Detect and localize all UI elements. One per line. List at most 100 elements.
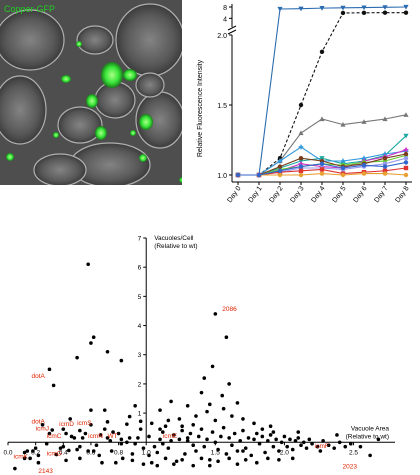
scatter-point bbox=[86, 262, 90, 267]
scatter-point bbox=[158, 427, 162, 431]
series-marker bbox=[319, 6, 325, 11]
scatter-point bbox=[78, 428, 82, 433]
scatter-point bbox=[172, 433, 176, 437]
scatter-point bbox=[277, 449, 281, 453]
scatter-point bbox=[285, 444, 289, 449]
scatter-point bbox=[111, 430, 115, 434]
series-marker bbox=[382, 10, 388, 15]
series-marker bbox=[277, 172, 283, 178]
scatter-point bbox=[180, 428, 184, 433]
scatter-point bbox=[288, 437, 292, 442]
scatter-point bbox=[191, 443, 196, 447]
strain-label: icmF bbox=[315, 443, 329, 450]
scatter-point bbox=[183, 452, 187, 456]
scatter-point bbox=[31, 449, 35, 453]
series-marker bbox=[382, 5, 388, 10]
micro-gfp-spots bbox=[6, 41, 182, 183]
scatter-point bbox=[216, 447, 220, 452]
scatter-point bbox=[224, 335, 229, 340]
scatter-point bbox=[348, 441, 353, 446]
x-tick-label: Day 4 bbox=[310, 185, 326, 204]
scatter-point bbox=[22, 456, 27, 461]
scatter-point bbox=[125, 422, 129, 426]
scatter-point bbox=[89, 408, 93, 412]
scatter-point bbox=[252, 421, 256, 426]
x-tick-label: 0.4 bbox=[59, 449, 68, 456]
scatter-point bbox=[219, 434, 223, 439]
x-tick-label: Day 6 bbox=[352, 185, 368, 204]
scatter-point bbox=[94, 443, 99, 447]
scatter-point bbox=[64, 458, 68, 463]
scatter-point bbox=[166, 446, 171, 450]
scatter-point bbox=[290, 447, 295, 452]
strain-label: 2023 bbox=[342, 464, 357, 471]
scatter-point bbox=[83, 431, 88, 436]
series-marker bbox=[319, 161, 325, 166]
series-marker bbox=[403, 146, 409, 153]
scatter-point bbox=[194, 414, 198, 418]
scatter-point bbox=[40, 422, 45, 427]
y-tick-label: 3 bbox=[138, 352, 142, 359]
series-marker bbox=[319, 49, 325, 54]
scatter-point bbox=[89, 341, 93, 345]
scatter-point bbox=[213, 418, 218, 423]
series-marker bbox=[256, 172, 262, 178]
scatter-point bbox=[125, 440, 129, 445]
scatter-point bbox=[260, 427, 265, 431]
scatter-point bbox=[235, 449, 240, 453]
series-marker bbox=[403, 10, 409, 15]
scatter-point bbox=[136, 436, 140, 440]
scatter-point bbox=[216, 459, 220, 464]
y-tick-label: 8 bbox=[223, 5, 227, 12]
scatter-point bbox=[335, 433, 339, 437]
scatter-point bbox=[318, 449, 323, 453]
scatter-point bbox=[227, 382, 231, 386]
scatter-point bbox=[326, 443, 331, 447]
scatter-point bbox=[220, 393, 225, 398]
series-marker bbox=[361, 119, 367, 124]
scatter-point bbox=[310, 441, 314, 446]
series-marker bbox=[319, 171, 325, 176]
scatter-point bbox=[149, 421, 154, 426]
scatter-point bbox=[290, 456, 295, 461]
scatter-point bbox=[249, 453, 254, 458]
series-marker bbox=[340, 122, 346, 127]
strain-label: icmK bbox=[14, 453, 29, 460]
scatter-point bbox=[98, 433, 103, 437]
micro-cells bbox=[0, 3, 182, 185]
scatter-point bbox=[213, 440, 218, 445]
scatter-point bbox=[199, 456, 204, 461]
scatter-point bbox=[147, 434, 151, 439]
scatter-point bbox=[241, 449, 245, 453]
scatter-point bbox=[274, 437, 278, 442]
series-marker bbox=[298, 102, 304, 108]
scatter-point bbox=[51, 383, 56, 388]
scatter-point bbox=[133, 403, 137, 408]
scatter-point bbox=[33, 446, 38, 450]
series-marker bbox=[277, 6, 283, 12]
strain-label: icmC bbox=[47, 433, 62, 440]
scatter-point bbox=[108, 439, 113, 443]
series-marker bbox=[382, 168, 388, 173]
scatter-point bbox=[163, 456, 168, 461]
scatter-point bbox=[36, 453, 41, 458]
scatter-point bbox=[147, 453, 151, 458]
series-marker bbox=[403, 112, 409, 117]
scatter-point bbox=[235, 401, 240, 405]
y-tick-label: 7 bbox=[138, 236, 142, 243]
scatter-point bbox=[61, 444, 66, 449]
scatter-point bbox=[22, 450, 27, 455]
x-tick-label: Day 3 bbox=[289, 185, 305, 204]
y-tick-label: 1 bbox=[138, 411, 142, 418]
scatter-points bbox=[13, 262, 381, 471]
scatter-point bbox=[78, 456, 82, 461]
x-axis-sublabel: (Relative to wt) bbox=[346, 433, 389, 440]
scatter-point bbox=[252, 437, 256, 442]
series-marker bbox=[403, 156, 409, 161]
strain-label: icmD bbox=[59, 421, 74, 428]
scatter-point bbox=[141, 446, 146, 450]
scatter-point bbox=[235, 462, 240, 466]
scatter-point bbox=[307, 437, 312, 442]
scatter-point bbox=[221, 406, 226, 411]
y-axis-label: Relative Fluorescence Intensity bbox=[197, 59, 204, 157]
